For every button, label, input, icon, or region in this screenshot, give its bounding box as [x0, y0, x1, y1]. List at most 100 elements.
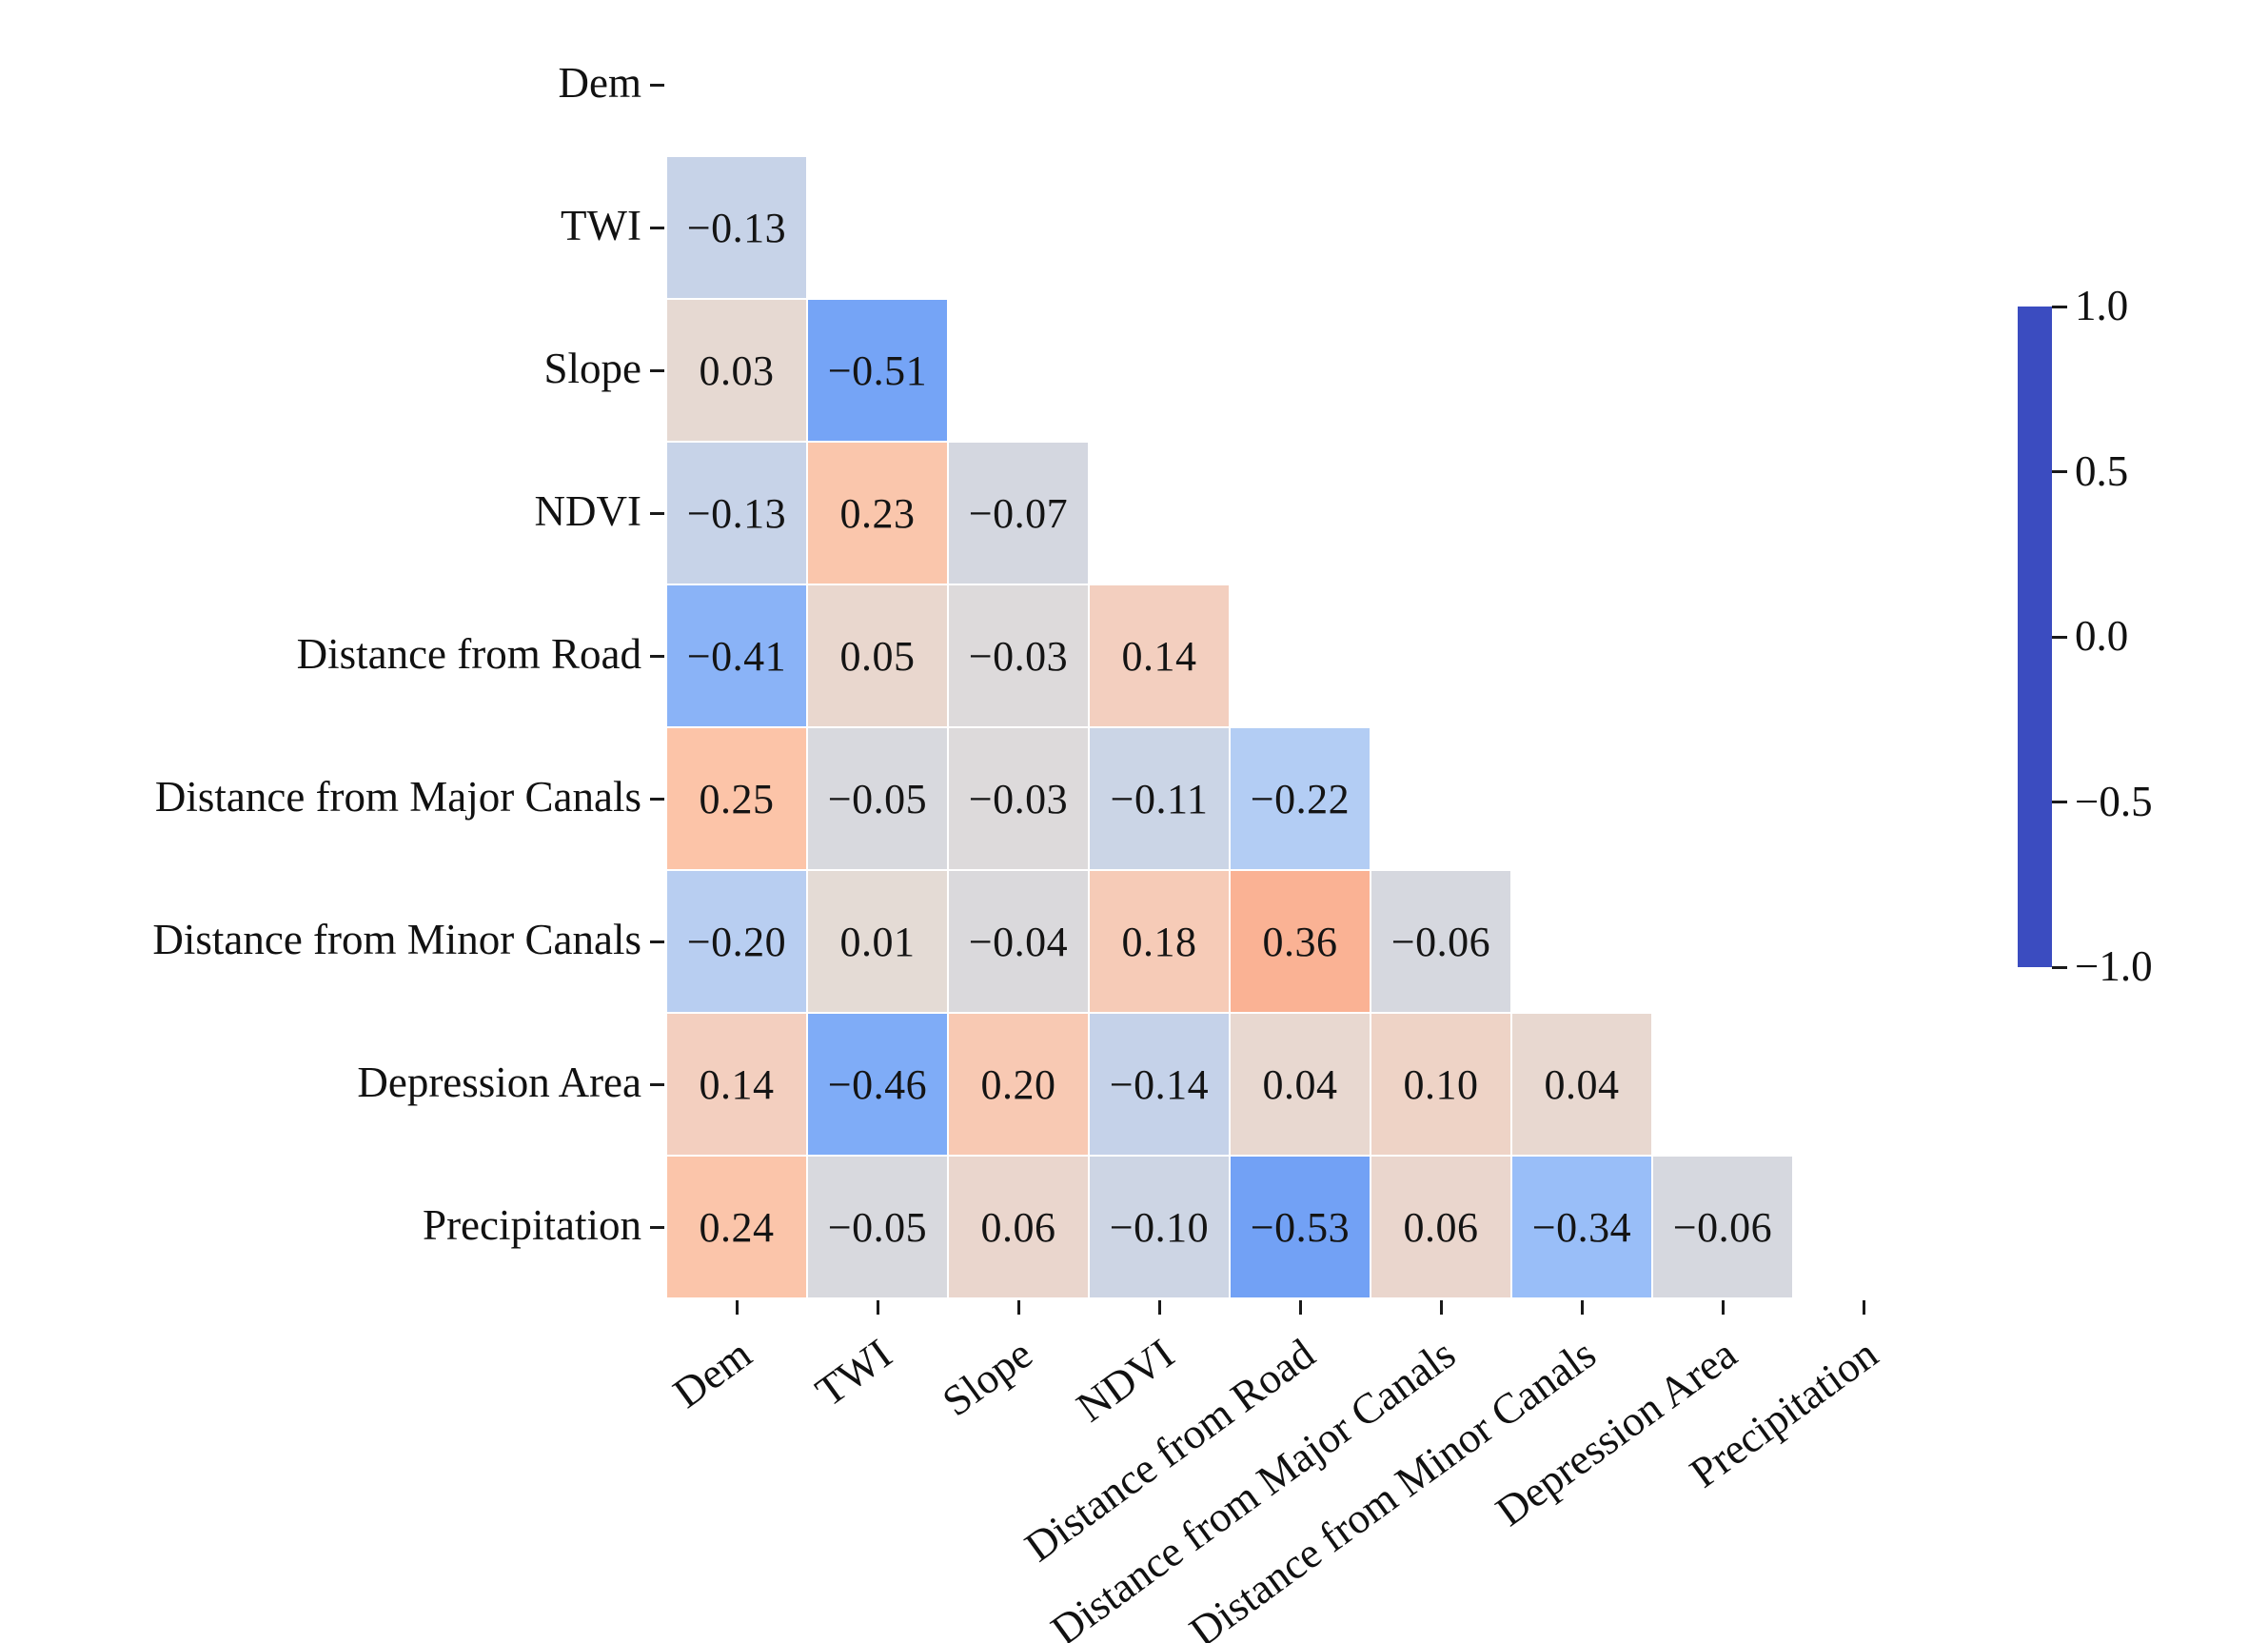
cell-value: −0.06 — [1672, 1203, 1773, 1251]
cell-value: −0.20 — [686, 918, 787, 965]
cell-value: 0.25 — [699, 775, 775, 822]
cell-value: 0.20 — [980, 1060, 1056, 1108]
colorbar-tick — [2052, 635, 2067, 639]
x-tick — [1580, 1300, 1584, 1315]
colorbar-tick-label: −0.5 — [2075, 777, 2153, 825]
cell-value: 0.14 — [699, 1060, 775, 1108]
cell-value: 0.36 — [1262, 918, 1338, 965]
cell-value: 0.01 — [839, 918, 916, 965]
cell-value: −0.03 — [968, 632, 1069, 680]
cell-value: −0.51 — [827, 346, 928, 394]
cell-value: 0.05 — [839, 632, 916, 680]
x-tick — [735, 1300, 739, 1315]
heatmap-cell: −0.20 — [666, 870, 807, 1013]
x-tick — [876, 1300, 879, 1315]
x-tick — [1721, 1300, 1725, 1315]
colorbar-tick — [2052, 965, 2067, 969]
row-label: Depression Area — [357, 1058, 641, 1106]
row-label: Distance from Minor Canals — [152, 915, 641, 963]
heatmap-cell: −0.22 — [1230, 727, 1371, 870]
heatmap-cell: −0.03 — [948, 727, 1089, 870]
heatmap-cell: −0.53 — [1230, 1156, 1371, 1298]
col-label: NDVI — [1067, 1329, 1182, 1432]
row-label: Distance from Major Canals — [154, 772, 641, 821]
cell-value: 0.24 — [699, 1203, 775, 1251]
heatmap-cell: −0.05 — [807, 1156, 948, 1298]
y-tick — [650, 368, 664, 372]
colorbar-tick-label: 0.0 — [2075, 611, 2129, 660]
heatmap-cell: 0.03 — [666, 299, 807, 442]
heatmap-cell: −0.04 — [948, 870, 1089, 1013]
y-tick — [650, 654, 664, 658]
heatmap-cell: 0.01 — [807, 870, 948, 1013]
row-label: Dem — [558, 58, 641, 107]
cell-value: −0.11 — [1110, 775, 1209, 822]
colorbar-tick-label: 1.0 — [2075, 281, 2129, 329]
heatmap-cell: 0.06 — [948, 1156, 1089, 1298]
y-tick — [650, 511, 664, 515]
heatmap-cell: 0.05 — [807, 584, 948, 727]
cell-value: 0.18 — [1121, 918, 1197, 965]
cell-value: −0.13 — [686, 489, 787, 537]
heatmap-cell: −0.11 — [1089, 727, 1230, 870]
heatmap-cell: −0.13 — [666, 156, 807, 299]
x-tick — [1157, 1300, 1161, 1315]
heatmap-cell: 0.14 — [1089, 584, 1230, 727]
colorbar-tick — [2052, 801, 2067, 803]
col-label: TWI — [806, 1329, 900, 1416]
x-tick — [1016, 1300, 1020, 1315]
cell-value: 0.04 — [1262, 1060, 1338, 1108]
cell-value: −0.10 — [1109, 1203, 1210, 1251]
cell-value: 0.10 — [1403, 1060, 1479, 1108]
heatmap-cell: 0.14 — [666, 1013, 807, 1156]
x-tick — [1439, 1300, 1443, 1315]
heatmap-cell: −0.07 — [948, 442, 1089, 584]
x-tick — [1862, 1300, 1865, 1315]
heatmap-cell: −0.06 — [1371, 870, 1511, 1013]
heatmap-cell: 0.10 — [1371, 1013, 1511, 1156]
cell-value: 0.23 — [839, 489, 916, 537]
cell-value: −0.04 — [968, 918, 1069, 965]
heatmap-cell: 0.04 — [1511, 1013, 1652, 1156]
cell-value: −0.05 — [827, 1203, 928, 1251]
y-tick — [650, 226, 664, 229]
cell-value: 0.06 — [1403, 1203, 1479, 1251]
row-label: NDVI — [534, 486, 641, 535]
heatmap-cell: 0.20 — [948, 1013, 1089, 1156]
row-label: TWI — [561, 201, 641, 249]
y-tick — [650, 1082, 664, 1086]
col-label: Dem — [663, 1329, 759, 1417]
y-tick — [650, 83, 664, 87]
heatmap-cell: −0.03 — [948, 584, 1089, 727]
heatmap-cell: 0.06 — [1371, 1156, 1511, 1298]
cell-value: −0.05 — [827, 775, 928, 822]
heatmap-cell: −0.06 — [1652, 1156, 1793, 1298]
cell-value: −0.03 — [968, 775, 1069, 822]
row-label: Distance from Road — [296, 629, 641, 678]
heatmap-cell: −0.34 — [1511, 1156, 1652, 1298]
cell-value: 0.04 — [1544, 1060, 1620, 1108]
cell-value: 0.03 — [699, 346, 775, 394]
x-tick — [1298, 1300, 1302, 1315]
colorbar-tick — [2052, 470, 2067, 473]
colorbar-tick-label: −1.0 — [2075, 941, 2153, 990]
cell-value: −0.46 — [827, 1060, 928, 1108]
col-label: Slope — [934, 1329, 1041, 1426]
heatmap-cell: −0.13 — [666, 442, 807, 584]
cell-value: 0.06 — [980, 1203, 1056, 1251]
heatmap-cell: 0.04 — [1230, 1013, 1371, 1156]
row-label: Slope — [543, 344, 641, 392]
heatmap-cell: −0.41 — [666, 584, 807, 727]
cell-value: −0.14 — [1109, 1060, 1210, 1108]
cell-value: −0.07 — [968, 489, 1069, 537]
cell-value: −0.41 — [686, 632, 787, 680]
colorbar-gradient — [2018, 307, 2052, 967]
heatmap-cell: 0.23 — [807, 442, 948, 584]
heatmap-cell: −0.46 — [807, 1013, 948, 1156]
cell-value: −0.53 — [1250, 1203, 1351, 1251]
y-tick — [650, 940, 664, 943]
heatmap-cell: 0.36 — [1230, 870, 1371, 1013]
heatmap-cell: −0.10 — [1089, 1156, 1230, 1298]
row-label: Precipitation — [423, 1200, 641, 1249]
